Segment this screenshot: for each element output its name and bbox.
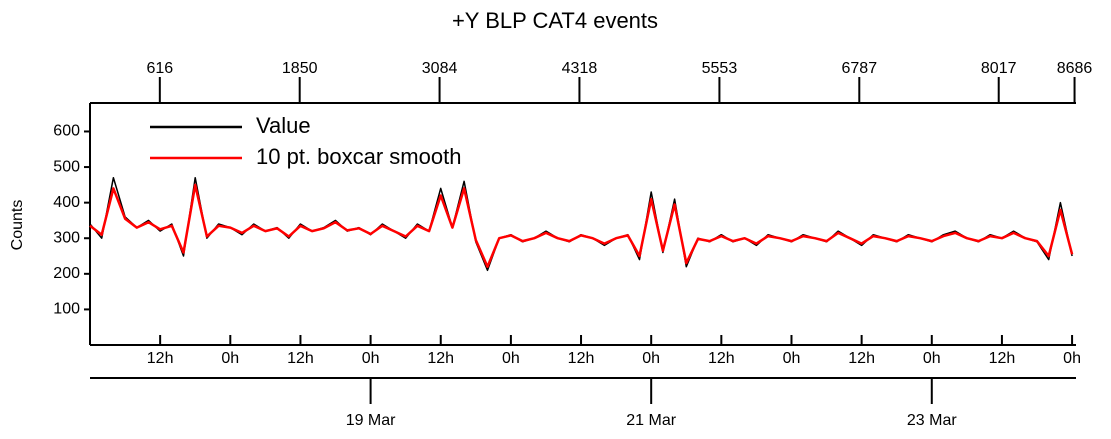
series-line: [89, 176, 1073, 272]
top-tick-label: 6787: [842, 60, 878, 77]
top-tick-label: 1850: [282, 60, 318, 77]
x-tick-label: 0h: [362, 350, 380, 367]
x-tick-label: 12h: [708, 350, 735, 367]
x-tick-label: 12h: [989, 350, 1016, 367]
series-line: [89, 183, 1074, 268]
x-tick-label: 0h: [923, 350, 941, 367]
x-tick-label: 12h: [848, 350, 875, 367]
top-tick-label: 4318: [562, 60, 598, 77]
top-tick-label: 8017: [981, 60, 1017, 77]
x-tick-label: 0h: [1063, 350, 1081, 367]
date-tick-label: 21 Mar: [626, 412, 676, 429]
x-tick-label: 0h: [783, 350, 801, 367]
legend-label: Value: [256, 113, 311, 138]
x-tick-label: 12h: [147, 350, 174, 367]
chart-title: +Y BLP CAT4 events: [452, 8, 658, 33]
x-tick-label: 0h: [221, 350, 239, 367]
y-axis-label: Counts: [9, 200, 26, 251]
x-tick-label: 12h: [427, 350, 454, 367]
y-tick-label: 300: [53, 229, 80, 246]
top-tick-label: 616: [146, 60, 173, 77]
legend-label: 10 pt. boxcar smooth: [256, 144, 461, 169]
y-tick-label: 500: [53, 158, 80, 175]
y-tick-label: 400: [53, 194, 80, 211]
y-tick-label: 200: [53, 265, 80, 282]
date-tick-label: 23 Mar: [907, 412, 957, 429]
top-tick-label: 3084: [422, 60, 458, 77]
y-tick-label: 100: [53, 301, 80, 318]
x-tick-label: 12h: [568, 350, 595, 367]
x-tick-label: 0h: [502, 350, 520, 367]
top-tick-label: 8686: [1057, 60, 1093, 77]
x-tick-label: 12h: [287, 350, 314, 367]
x-tick-label: 0h: [642, 350, 660, 367]
y-tick-label: 600: [53, 123, 80, 140]
top-tick-label: 5553: [702, 60, 738, 77]
date-tick-label: 19 Mar: [346, 412, 396, 429]
